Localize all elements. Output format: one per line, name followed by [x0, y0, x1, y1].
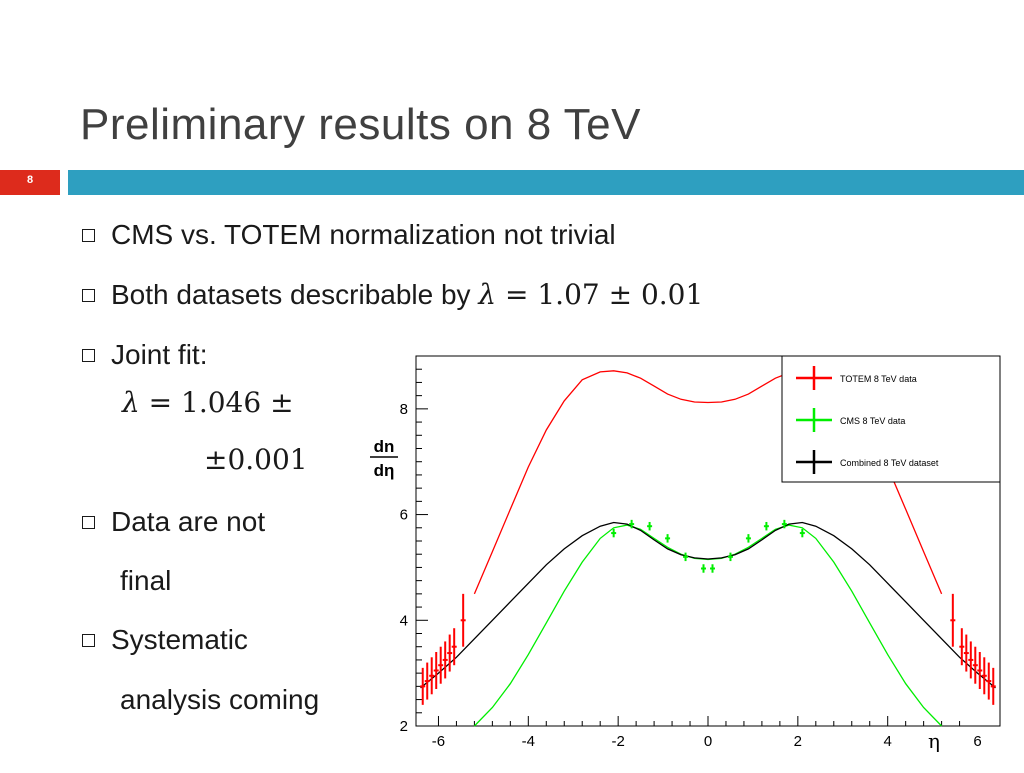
curve-3: [420, 521, 996, 689]
x-tick-label: -4: [522, 733, 535, 750]
legend-label: Combined 8 TeV dataset: [840, 458, 939, 468]
y-axis-label-numerator: dn: [374, 437, 395, 456]
y-tick-label: 2: [400, 718, 408, 735]
slide-number: 8: [26, 174, 34, 186]
accent-bar: [68, 170, 1024, 195]
bullet-5-continuation: analysis coming: [120, 684, 320, 715]
bullet-5: Systematic: [82, 623, 248, 657]
lambda-symbol: λ: [122, 386, 140, 419]
bullet-1: CMS vs. TOTEM normalization not trivial: [82, 218, 616, 252]
bullet-2-formula-rest: = 1.07 ± 0.01: [505, 278, 704, 311]
bullet-4: Data are not: [82, 505, 265, 539]
lambda-symbol: λ: [478, 278, 497, 311]
legend-label: TOTEM 8 TeV data: [840, 374, 917, 384]
joint-fit-formula-rest: = 1.046 ±: [148, 386, 294, 419]
slide-number-box: [0, 170, 60, 195]
bullet-2-text: Both datasets describable by: [111, 279, 471, 310]
joint-fit-formula-line-1: λ = 1.046 ±: [122, 386, 294, 420]
bullet-3-text: Joint fit:: [111, 339, 208, 370]
square-bullet-icon: [82, 289, 95, 302]
square-bullet-icon: [82, 229, 95, 242]
square-bullet-icon: [82, 634, 95, 647]
square-bullet-icon: [82, 349, 95, 362]
y-axis-label-denominator: dη: [374, 461, 395, 480]
y-tick-label: 4: [400, 612, 408, 629]
bullet-1-text: CMS vs. TOTEM normalization not trivial: [111, 219, 616, 250]
bullet-2-formula: λ = 1.07 ± 0.01: [478, 278, 703, 311]
chart-svg: -6 -4 -2 0 2 4 6 2 4 6 8 dn dη η TOTEM 8 TeV data CMS 8…: [370, 355, 1001, 753]
square-bullet-icon: [82, 516, 95, 529]
legend-label: CMS 8 TeV data: [840, 416, 905, 426]
x-tick-label: -2: [611, 733, 624, 750]
x-tick-label: 2: [794, 733, 802, 750]
x-tick-label: 4: [884, 733, 892, 750]
slide-title: Preliminary results on 8 TeV: [80, 100, 641, 149]
joint-fit-formula-line-2: ±0.001: [204, 443, 308, 476]
y-tick-label: 8: [400, 401, 408, 418]
x-axis-label: η: [928, 729, 940, 753]
bullet-3: Joint fit:: [82, 338, 207, 372]
dn-deta-chart: -6 -4 -2 0 2 4 6 2 4 6 8 dn dη η TOTEM 8 TeV data CMS 8…: [368, 352, 1016, 768]
y-tick-label: 6: [400, 507, 408, 524]
x-tick-label: -6: [432, 733, 445, 750]
bullet-2: Both datasets describable by λ = 1.07 ± …: [82, 278, 703, 312]
bullet-4-text: Data are not: [111, 506, 266, 537]
x-tick-label: 6: [973, 733, 981, 750]
x-tick-label: 0: [704, 733, 712, 750]
bullet-5-text: Systematic: [111, 624, 248, 655]
bullet-4-continuation: final: [120, 565, 172, 596]
